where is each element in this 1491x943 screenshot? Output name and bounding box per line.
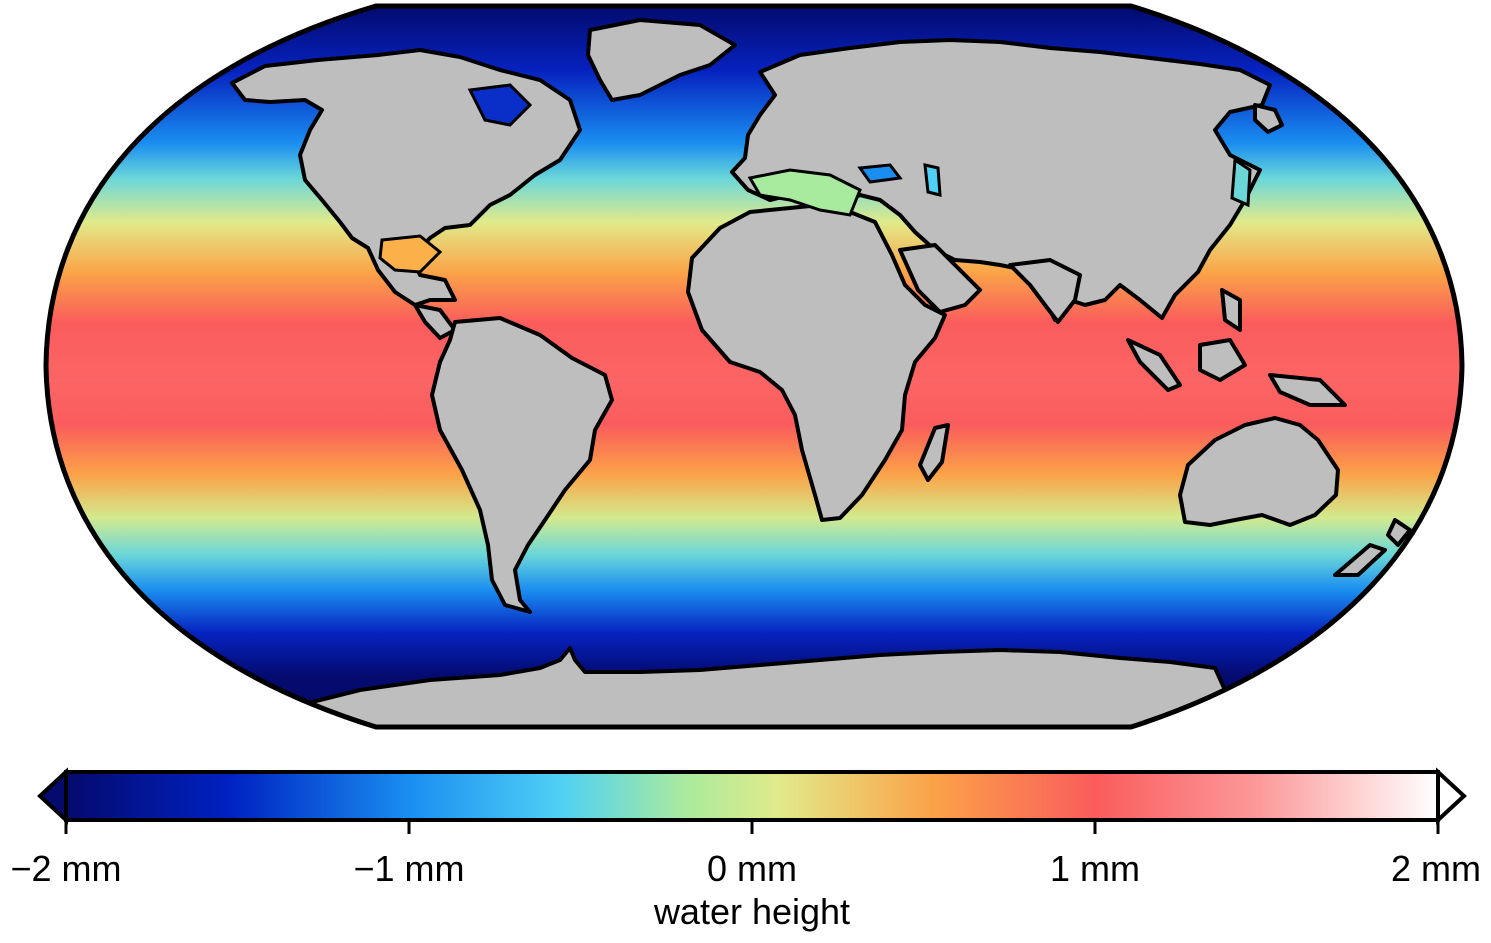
continent-south-america <box>430 316 614 614</box>
land-layer <box>230 18 1412 727</box>
colorbar-tick-label: 0 mm <box>707 848 797 889</box>
colorbar-ramp <box>64 770 1440 822</box>
island-philippines <box>1220 288 1242 332</box>
mediterranean-sea <box>747 168 862 217</box>
gulf-of-mexico <box>378 234 443 274</box>
colorbar-extend-low <box>37 767 68 825</box>
black-sea <box>857 163 903 184</box>
arabian-peninsula <box>898 243 982 314</box>
island-new-zealand <box>1386 518 1412 547</box>
colorbar-title: water height <box>653 891 851 932</box>
colorbar-tick-label: 1 mm <box>1050 848 1140 889</box>
hudson-bay <box>467 83 533 127</box>
continent-australia <box>1178 416 1340 527</box>
map-frame <box>43 3 1465 730</box>
island-madagascar <box>918 423 950 482</box>
sea-of-japan <box>1230 157 1252 208</box>
island-new-guinea <box>1268 373 1347 407</box>
central-america <box>413 303 457 340</box>
indian-subcontinent <box>1008 258 1082 324</box>
colorbar <box>37 767 1467 834</box>
island-borneo <box>1198 338 1247 382</box>
island-new-zealand-south <box>1333 543 1387 577</box>
colorbar-tick-label: −1 mm <box>353 848 465 889</box>
colorbar-extend-high <box>1436 767 1467 825</box>
colorbar-ticks <box>64 820 1440 834</box>
continent-africa <box>686 203 947 522</box>
island-japan <box>1253 103 1284 134</box>
colorbar-tick-label: 2 mm <box>1391 848 1481 889</box>
inland-water <box>378 83 1252 274</box>
ocean-layer <box>46 6 1462 727</box>
colorbar-tick-label: −2 mm <box>10 848 122 889</box>
island-greenland <box>586 18 737 102</box>
island-sumatra <box>1126 338 1182 392</box>
caspian-sea <box>923 163 942 197</box>
